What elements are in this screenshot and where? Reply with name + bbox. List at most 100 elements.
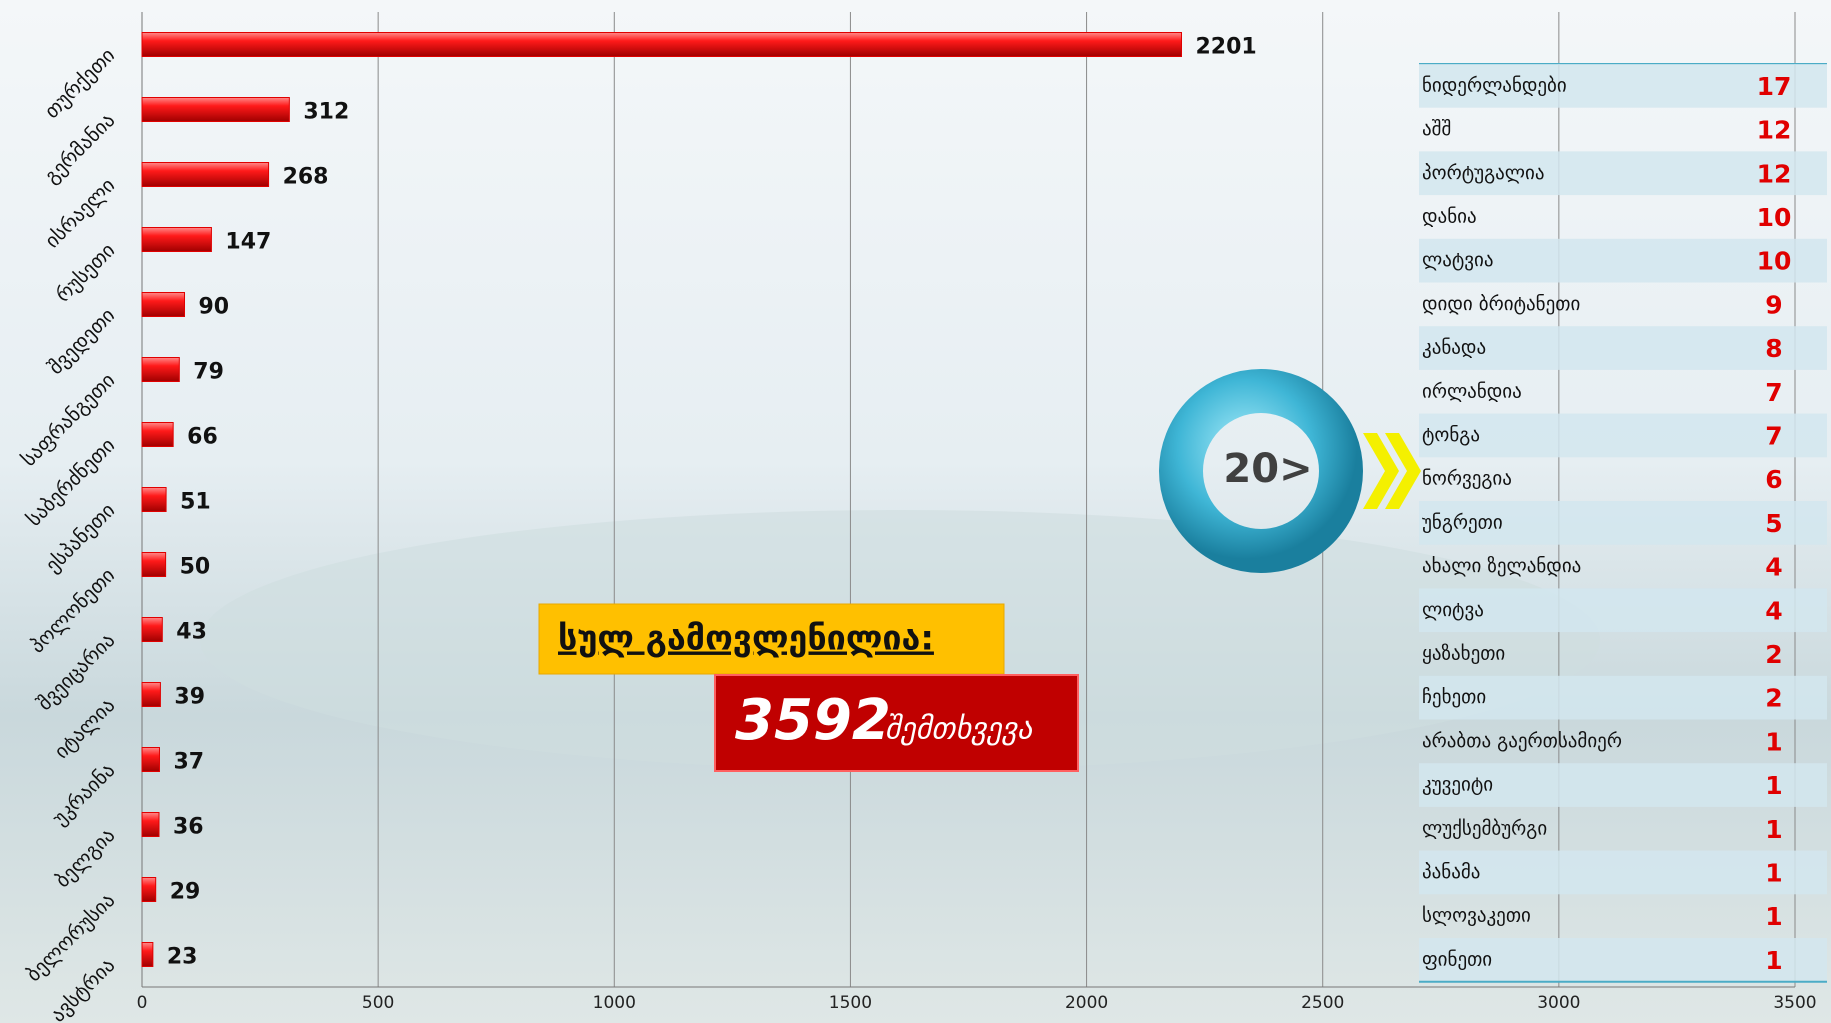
value-label: 29: [170, 880, 201, 905]
table-country: ლატვია: [1422, 249, 1494, 271]
x-tick-label: 2000: [1065, 993, 1108, 1013]
table-country: სლოვაკეთი: [1422, 905, 1531, 927]
bar: [141, 357, 180, 382]
table-country: აშშ: [1422, 118, 1451, 140]
value-label: 2201: [1196, 35, 1257, 60]
table-count: 4: [1765, 596, 1782, 625]
table-count: 1: [1765, 902, 1782, 931]
table-country: ფინეთი: [1422, 948, 1492, 970]
table-country: პანამა: [1422, 861, 1480, 883]
total-box: სულ გამოვლენილია: 3592 შემთხვევა: [538, 603, 1079, 772]
table-country: პორტუგალია: [1422, 162, 1544, 184]
table-country: ტონგა: [1422, 424, 1480, 446]
value-label: 268: [283, 165, 329, 190]
x-tick-label: 3500: [1773, 993, 1816, 1013]
table-country: კანადა: [1422, 337, 1486, 359]
value-label: 23: [167, 945, 198, 970]
value-label: 79: [193, 360, 224, 385]
table-country: ლუქსემბურგი: [1422, 817, 1547, 839]
bar: [141, 877, 157, 902]
bar: [141, 227, 212, 252]
table-count: 12: [1757, 116, 1792, 145]
table-row-band: [1419, 850, 1827, 895]
x-tick-label: 2500: [1301, 993, 1344, 1013]
bar: [141, 487, 167, 512]
bar: [141, 682, 161, 707]
total-value-box: [714, 674, 1079, 772]
x-tick-label: 1000: [593, 993, 636, 1013]
table-count: 1: [1765, 815, 1782, 844]
table-country: ირლანდია: [1422, 380, 1522, 402]
badge-text: 20>: [1223, 446, 1312, 492]
table-country: ყაზახეთი: [1422, 642, 1505, 664]
table-count: 1: [1765, 727, 1782, 756]
table-count: 4: [1765, 553, 1782, 582]
chevrons: [1363, 433, 1421, 509]
bar: [141, 97, 290, 122]
table-country: ნიდერლანდები: [1422, 74, 1567, 96]
table-row-band: [1419, 413, 1827, 458]
bar: [141, 292, 186, 317]
value-label: 36: [173, 815, 204, 840]
table-count: 10: [1757, 247, 1792, 276]
badge: 20>: [1159, 369, 1421, 573]
table-count: 7: [1765, 378, 1782, 407]
value-label: 66: [187, 425, 218, 450]
badge-ring: [1159, 369, 1363, 573]
table-row-band: [1419, 938, 1827, 982]
value-label: 39: [174, 685, 205, 710]
bar: [141, 942, 154, 967]
table-count: 1: [1765, 946, 1782, 975]
bar: [141, 422, 174, 447]
table-count: 9: [1765, 290, 1782, 319]
table-count: 6: [1765, 465, 1782, 494]
bar: [141, 552, 167, 577]
table-row-band: [1419, 64, 1827, 108]
x-tick-label: 3000: [1537, 993, 1580, 1013]
table-country: ნორვეგია: [1422, 468, 1512, 490]
value-label: 37: [173, 750, 204, 775]
table-row-band: [1419, 238, 1827, 283]
table-count: 17: [1757, 72, 1792, 101]
value-label: 50: [180, 555, 211, 580]
bar: [141, 747, 160, 772]
table-row-band: [1419, 501, 1827, 545]
table-row-band: [1419, 588, 1827, 633]
total-value: 3592: [735, 688, 891, 753]
total-label: სულ გამოვლენილია:: [558, 619, 934, 659]
bar: [141, 32, 1183, 57]
table-row-band: [1419, 326, 1827, 370]
table-count: 2: [1765, 684, 1782, 713]
table-row-band: [1419, 763, 1827, 807]
table-count: 1: [1765, 771, 1782, 800]
value-label: 90: [199, 295, 230, 320]
bar: [141, 812, 160, 837]
table-country: კუვეიტი: [1422, 774, 1493, 796]
x-tick-label: 1500: [829, 993, 872, 1013]
value-label: 147: [225, 230, 271, 255]
table-country: ჩეხეთი: [1422, 686, 1486, 708]
total-label-box: [538, 603, 1005, 675]
table-country: დანია: [1422, 205, 1477, 227]
table-row-band: [1419, 151, 1827, 196]
total-unit: შემთხვევა: [885, 712, 1033, 747]
table-country: დიდი ბრიტანეთი: [1422, 293, 1580, 315]
table-count: 10: [1757, 203, 1792, 232]
table-country: ახალი ზელანდია: [1422, 555, 1581, 577]
value-label: 43: [176, 620, 207, 645]
table-country: არაბთა გაერთსამიერ: [1422, 730, 1622, 752]
x-tick-label: 0: [137, 993, 148, 1013]
bar: [141, 617, 163, 642]
value-label: 51: [180, 490, 211, 515]
value-label: 312: [303, 100, 349, 125]
table-count: 1: [1765, 858, 1782, 887]
table-count: 12: [1757, 159, 1792, 188]
bar: [141, 162, 270, 187]
table-row-band: [1419, 675, 1827, 720]
table-country: ლიტვა: [1422, 599, 1484, 621]
table-count: 2: [1765, 640, 1782, 669]
table-count: 7: [1765, 421, 1782, 450]
